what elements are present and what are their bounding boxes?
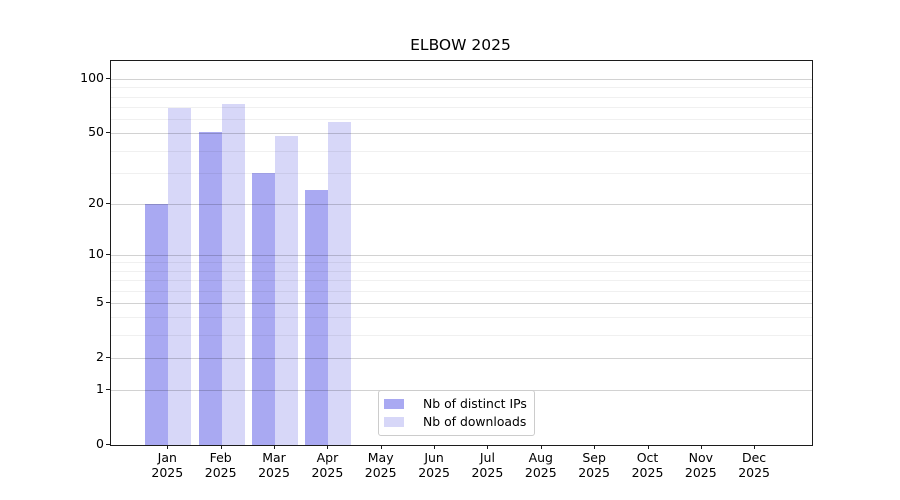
y-tick-label-10: 10	[88, 245, 104, 261]
y-tick-mark-5	[106, 301, 110, 303]
plot-area	[110, 60, 813, 446]
bar-distinct-ips-apr	[305, 189, 329, 445]
y-tick-label-5: 5	[96, 293, 104, 309]
minor-gridline-y-3	[111, 335, 812, 337]
bar-distinct-ips-feb	[198, 131, 222, 445]
x-tick-mark-jan	[167, 445, 169, 449]
y-tick-mark-10	[106, 253, 110, 255]
bar-downloads-jan	[168, 108, 192, 445]
minor-gridline-y-6	[111, 290, 812, 292]
x-tick-mark-apr	[327, 445, 329, 449]
major-gridline-y-20	[111, 203, 812, 205]
minor-gridline-y-7	[111, 280, 812, 282]
x-tick-label-jun: Jun 2025	[418, 450, 450, 480]
x-tick-mark-may	[380, 445, 382, 449]
minor-gridline-y-4	[111, 317, 812, 319]
legend-row-downloads: Nb of downloads	[384, 415, 527, 429]
major-gridline-y-2	[111, 357, 812, 359]
minor-gridline-y-30	[111, 172, 812, 174]
x-tick-label-oct: Oct 2025	[631, 450, 664, 480]
x-tick-mark-nov	[700, 445, 702, 449]
major-gridline-y-5	[111, 302, 812, 304]
y-tick-mark-20	[106, 202, 110, 204]
minor-gridline-y-90	[111, 87, 812, 89]
x-tick-mark-jun	[434, 445, 436, 449]
y-tick-mark-100	[106, 78, 110, 79]
bar-distinct-ips-jan	[145, 203, 169, 445]
x-tick-mark-aug	[540, 445, 542, 449]
x-tick-label-apr: Apr 2025	[311, 450, 344, 480]
legend-swatch-distinct-ips	[384, 399, 404, 409]
x-tick-mark-mar	[274, 445, 275, 449]
y-tick-label-1: 1	[96, 381, 104, 396]
x-tick-label-jul: Jul 2025	[471, 450, 504, 480]
minor-gridline-y-40	[111, 150, 812, 152]
y-tick-label-2: 2	[96, 348, 104, 364]
bar-downloads-feb	[221, 103, 245, 445]
minor-gridline-y-9	[111, 262, 812, 264]
legend-row-distinct-ips: Nb of distinct IPs	[384, 397, 527, 411]
y-tick-mark-0	[106, 444, 110, 445]
y-tick-label-20: 20	[88, 194, 104, 210]
bar-downloads-mar	[275, 136, 298, 445]
y-tick-label-100: 100	[80, 70, 104, 85]
x-tick-mark-jul	[487, 445, 489, 449]
legend: Nb of distinct IPs Nb of downloads	[378, 390, 535, 436]
x-tick-label-nov: Nov 2025	[684, 450, 717, 480]
major-gridline-y-10	[111, 254, 812, 256]
legend-label-distinct-ips: Nb of distinct IPs	[423, 396, 527, 411]
bar-downloads-apr	[328, 121, 352, 445]
x-tick-label-feb: Feb 2025	[204, 450, 237, 480]
major-gridline-y-50	[111, 133, 812, 135]
chart-title: ELBOW 2025	[410, 36, 511, 54]
minor-gridline-y-80	[111, 96, 812, 98]
x-tick-label-mar: Mar 2025	[258, 450, 290, 480]
x-tick-mark-dec	[754, 445, 756, 449]
legend-swatch-downloads	[384, 417, 404, 427]
major-gridline-y-100	[111, 79, 812, 80]
x-tick-mark-oct	[647, 445, 649, 449]
y-tick-label-50: 50	[88, 124, 104, 140]
x-tick-label-sep: Sep 2025	[578, 450, 610, 480]
x-tick-mark-feb	[220, 445, 222, 449]
x-tick-label-aug: Aug 2025	[524, 450, 557, 480]
x-tick-label-jan: Jan 2025	[151, 450, 184, 480]
y-tick-mark-1	[106, 389, 110, 390]
minor-gridline-y-60	[111, 119, 812, 120]
y-tick-label-0: 0	[96, 436, 104, 451]
x-tick-mark-sep	[594, 445, 596, 449]
x-tick-label-dec: Dec 2025	[738, 450, 770, 480]
minor-gridline-y-70	[111, 107, 812, 108]
y-tick-mark-2	[106, 356, 110, 358]
y-tick-mark-50	[106, 132, 110, 134]
legend-label-downloads: Nb of downloads	[423, 414, 527, 429]
x-tick-label-may: May 2025	[364, 450, 397, 480]
bar-distinct-ips-mar	[252, 172, 275, 445]
minor-gridline-y-8	[111, 270, 812, 272]
